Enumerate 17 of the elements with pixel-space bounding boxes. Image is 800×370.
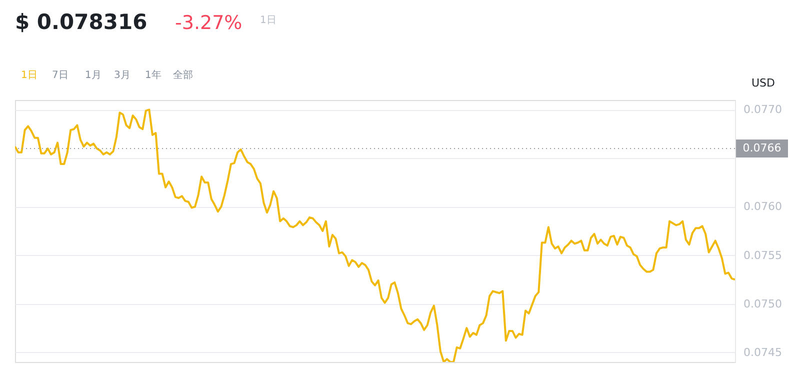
- text: 7日: [52, 70, 68, 81]
- line-series: [15, 108, 735, 362]
- y-tick-label: 0.0770: [744, 103, 782, 116]
- text: 1日: [21, 70, 38, 81]
- y-tick-label: 0.0750: [744, 297, 782, 310]
- text: 1日: [260, 15, 276, 26]
- text: -3.27%: [175, 12, 242, 34]
- y-tick-label: 0.0755: [744, 248, 782, 262]
- text: 3月: [114, 70, 130, 81]
- y-tick-label: 0.0745: [744, 346, 782, 359]
- ref-line-label: 0.0766: [742, 142, 782, 155]
- y-tick-label: 0.0760: [744, 200, 782, 214]
- y-axis-title: USD: [752, 76, 776, 90]
- text: 1年: [145, 69, 162, 81]
- text: 全部: [173, 69, 193, 81]
- text: 1月: [85, 70, 102, 81]
- chart-title: $ 0.078316: [15, 10, 148, 34]
